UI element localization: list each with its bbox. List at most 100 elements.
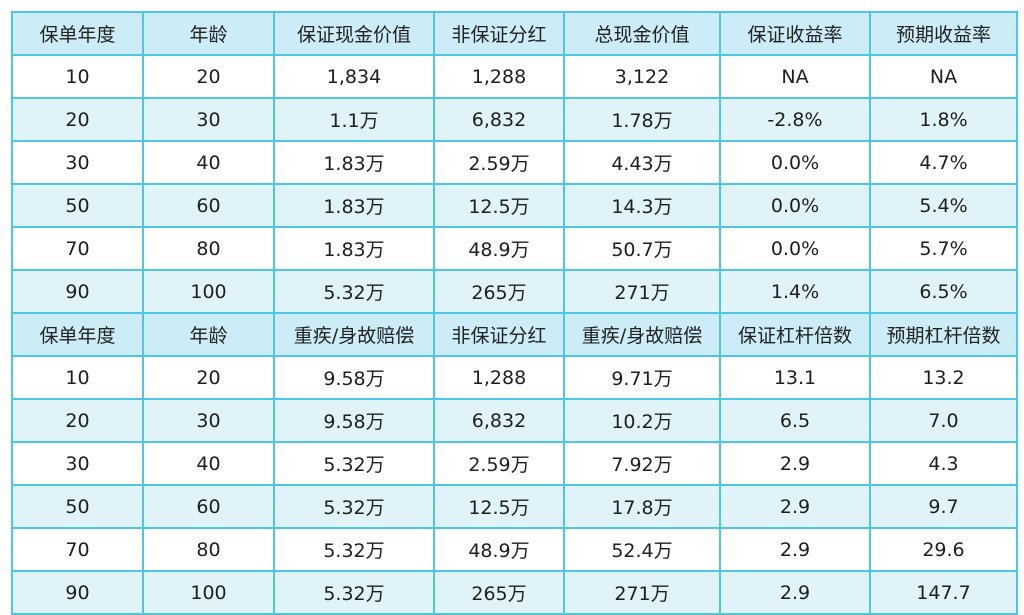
cell: 10.2万: [563, 398, 721, 443]
cell: 80: [142, 527, 275, 572]
cell: 147.7: [869, 570, 1018, 615]
cell: 2.9: [719, 484, 871, 529]
cell: 5.32万: [273, 484, 435, 529]
cell: 5.32万: [273, 527, 435, 572]
cell: 1,834: [273, 54, 435, 99]
cell: 2.59万: [433, 140, 565, 185]
cell: 30: [142, 398, 275, 443]
cell: 2.9: [719, 441, 871, 486]
header-expected-leverage: 预期杠杆倍数: [869, 312, 1018, 357]
cell: 5.32万: [273, 441, 435, 486]
cell: 9.58万: [273, 398, 435, 443]
cell: 1.4%: [719, 269, 871, 314]
cell: 13.2: [869, 355, 1018, 400]
header-row-leverage: 保单年度 年龄 重疾/身故赔偿 非保证分红 重疾/身故赔偿 保证杠杆倍数 预期杠…: [11, 312, 1018, 357]
header-non-guaranteed-dividend: 非保证分红: [433, 312, 565, 357]
cell: 40: [142, 140, 275, 185]
table-row: 10 20 9.58万 1,288 9.71万 13.1 13.2: [11, 355, 1018, 400]
cell: 10: [11, 355, 144, 400]
cell: -2.8%: [719, 97, 871, 142]
cell: 50: [11, 484, 144, 529]
cell: 100: [142, 570, 275, 615]
cell: 20: [142, 54, 275, 99]
cell: 0.0%: [719, 140, 871, 185]
insurance-value-table: 保单年度 年龄 保证现金价值 非保证分红 总现金价值 保证收益率 预期收益率 1…: [11, 11, 1018, 615]
cell: 50: [11, 183, 144, 228]
cell: 6,832: [433, 97, 565, 142]
header-guaranteed-return-rate: 保证收益率: [719, 11, 871, 56]
cell: 4.7%: [869, 140, 1018, 185]
cell: 30: [11, 441, 144, 486]
cell: 60: [142, 183, 275, 228]
cell: 20: [142, 355, 275, 400]
cell: 2.9: [719, 570, 871, 615]
data-table: 保单年度 年龄 保证现金价值 非保证分红 总现金价值 保证收益率 预期收益率 1…: [11, 11, 1018, 615]
cell: 48.9万: [433, 527, 565, 572]
cell: 4.3: [869, 441, 1018, 486]
cell: 30: [142, 97, 275, 142]
header-guaranteed-cash-value: 保证现金价值: [273, 11, 435, 56]
cell: 2.59万: [433, 441, 565, 486]
table-row: 50 60 5.32万 12.5万 17.8万 2.9 9.7: [11, 484, 1018, 529]
cell: 7.0: [869, 398, 1018, 443]
cell: 1,288: [433, 54, 565, 99]
cell: 13.1: [719, 355, 871, 400]
cell: NA: [869, 54, 1018, 99]
cell: 90: [11, 570, 144, 615]
table-row: 10 20 1,834 1,288 3,122 NA NA: [11, 54, 1018, 99]
cell: 271万: [563, 269, 721, 314]
cell: 1,288: [433, 355, 565, 400]
cell: 100: [142, 269, 275, 314]
cell: NA: [719, 54, 871, 99]
cell: 0.0%: [719, 226, 871, 271]
cell: 20: [11, 97, 144, 142]
cell: 265万: [433, 570, 565, 615]
cell: 9.7: [869, 484, 1018, 529]
cell: 70: [11, 527, 144, 572]
table-row: 30 40 5.32万 2.59万 7.92万 2.9 4.3: [11, 441, 1018, 486]
cell: 12.5万: [433, 484, 565, 529]
cell: 17.8万: [563, 484, 721, 529]
table-row: 90 100 5.32万 265万 271万 1.4% 6.5%: [11, 269, 1018, 314]
table-row: 90 100 5.32万 265万 271万 2.9 147.7: [11, 570, 1018, 615]
cell: 6.5%: [869, 269, 1018, 314]
header-policy-year: 保单年度: [11, 312, 144, 357]
cell: 1.1万: [273, 97, 435, 142]
cell: 6.5: [719, 398, 871, 443]
cell: 5.7%: [869, 226, 1018, 271]
cell: 5.32万: [273, 269, 435, 314]
cell: 1.8%: [869, 97, 1018, 142]
cell: 30: [11, 140, 144, 185]
cell: 271万: [563, 570, 721, 615]
cell: 20: [11, 398, 144, 443]
cell: 9.71万: [563, 355, 721, 400]
cell: 2.9: [719, 527, 871, 572]
table-body: 保单年度 年龄 保证现金价值 非保证分红 总现金价值 保证收益率 预期收益率 1…: [11, 11, 1018, 615]
header-critical-illness-death-benefit: 重疾/身故赔偿: [273, 312, 435, 357]
cell: 14.3万: [563, 183, 721, 228]
header-expected-return-rate: 预期收益率: [869, 11, 1018, 56]
table-row: 50 60 1.83万 12.5万 14.3万 0.0% 5.4%: [11, 183, 1018, 228]
cell: 7.92万: [563, 441, 721, 486]
cell: 1.83万: [273, 140, 435, 185]
header-total-cash-value: 总现金价值: [563, 11, 721, 56]
cell: 48.9万: [433, 226, 565, 271]
header-age: 年龄: [142, 312, 275, 357]
cell: 10: [11, 54, 144, 99]
header-age: 年龄: [142, 11, 275, 56]
cell: 12.5万: [433, 183, 565, 228]
cell: 29.6: [869, 527, 1018, 572]
table-row: 70 80 5.32万 48.9万 52.4万 2.9 29.6: [11, 527, 1018, 572]
header-total-critical-illness-death-benefit: 重疾/身故赔偿: [563, 312, 721, 357]
cell: 50.7万: [563, 226, 721, 271]
cell: 40: [142, 441, 275, 486]
table-row: 20 30 9.58万 6,832 10.2万 6.5 7.0: [11, 398, 1018, 443]
cell: 4.43万: [563, 140, 721, 185]
cell: 265万: [433, 269, 565, 314]
cell: 5.32万: [273, 570, 435, 615]
table-row: 30 40 1.83万 2.59万 4.43万 0.0% 4.7%: [11, 140, 1018, 185]
cell: 70: [11, 226, 144, 271]
header-policy-year: 保单年度: [11, 11, 144, 56]
cell: 60: [142, 484, 275, 529]
cell: 5.4%: [869, 183, 1018, 228]
